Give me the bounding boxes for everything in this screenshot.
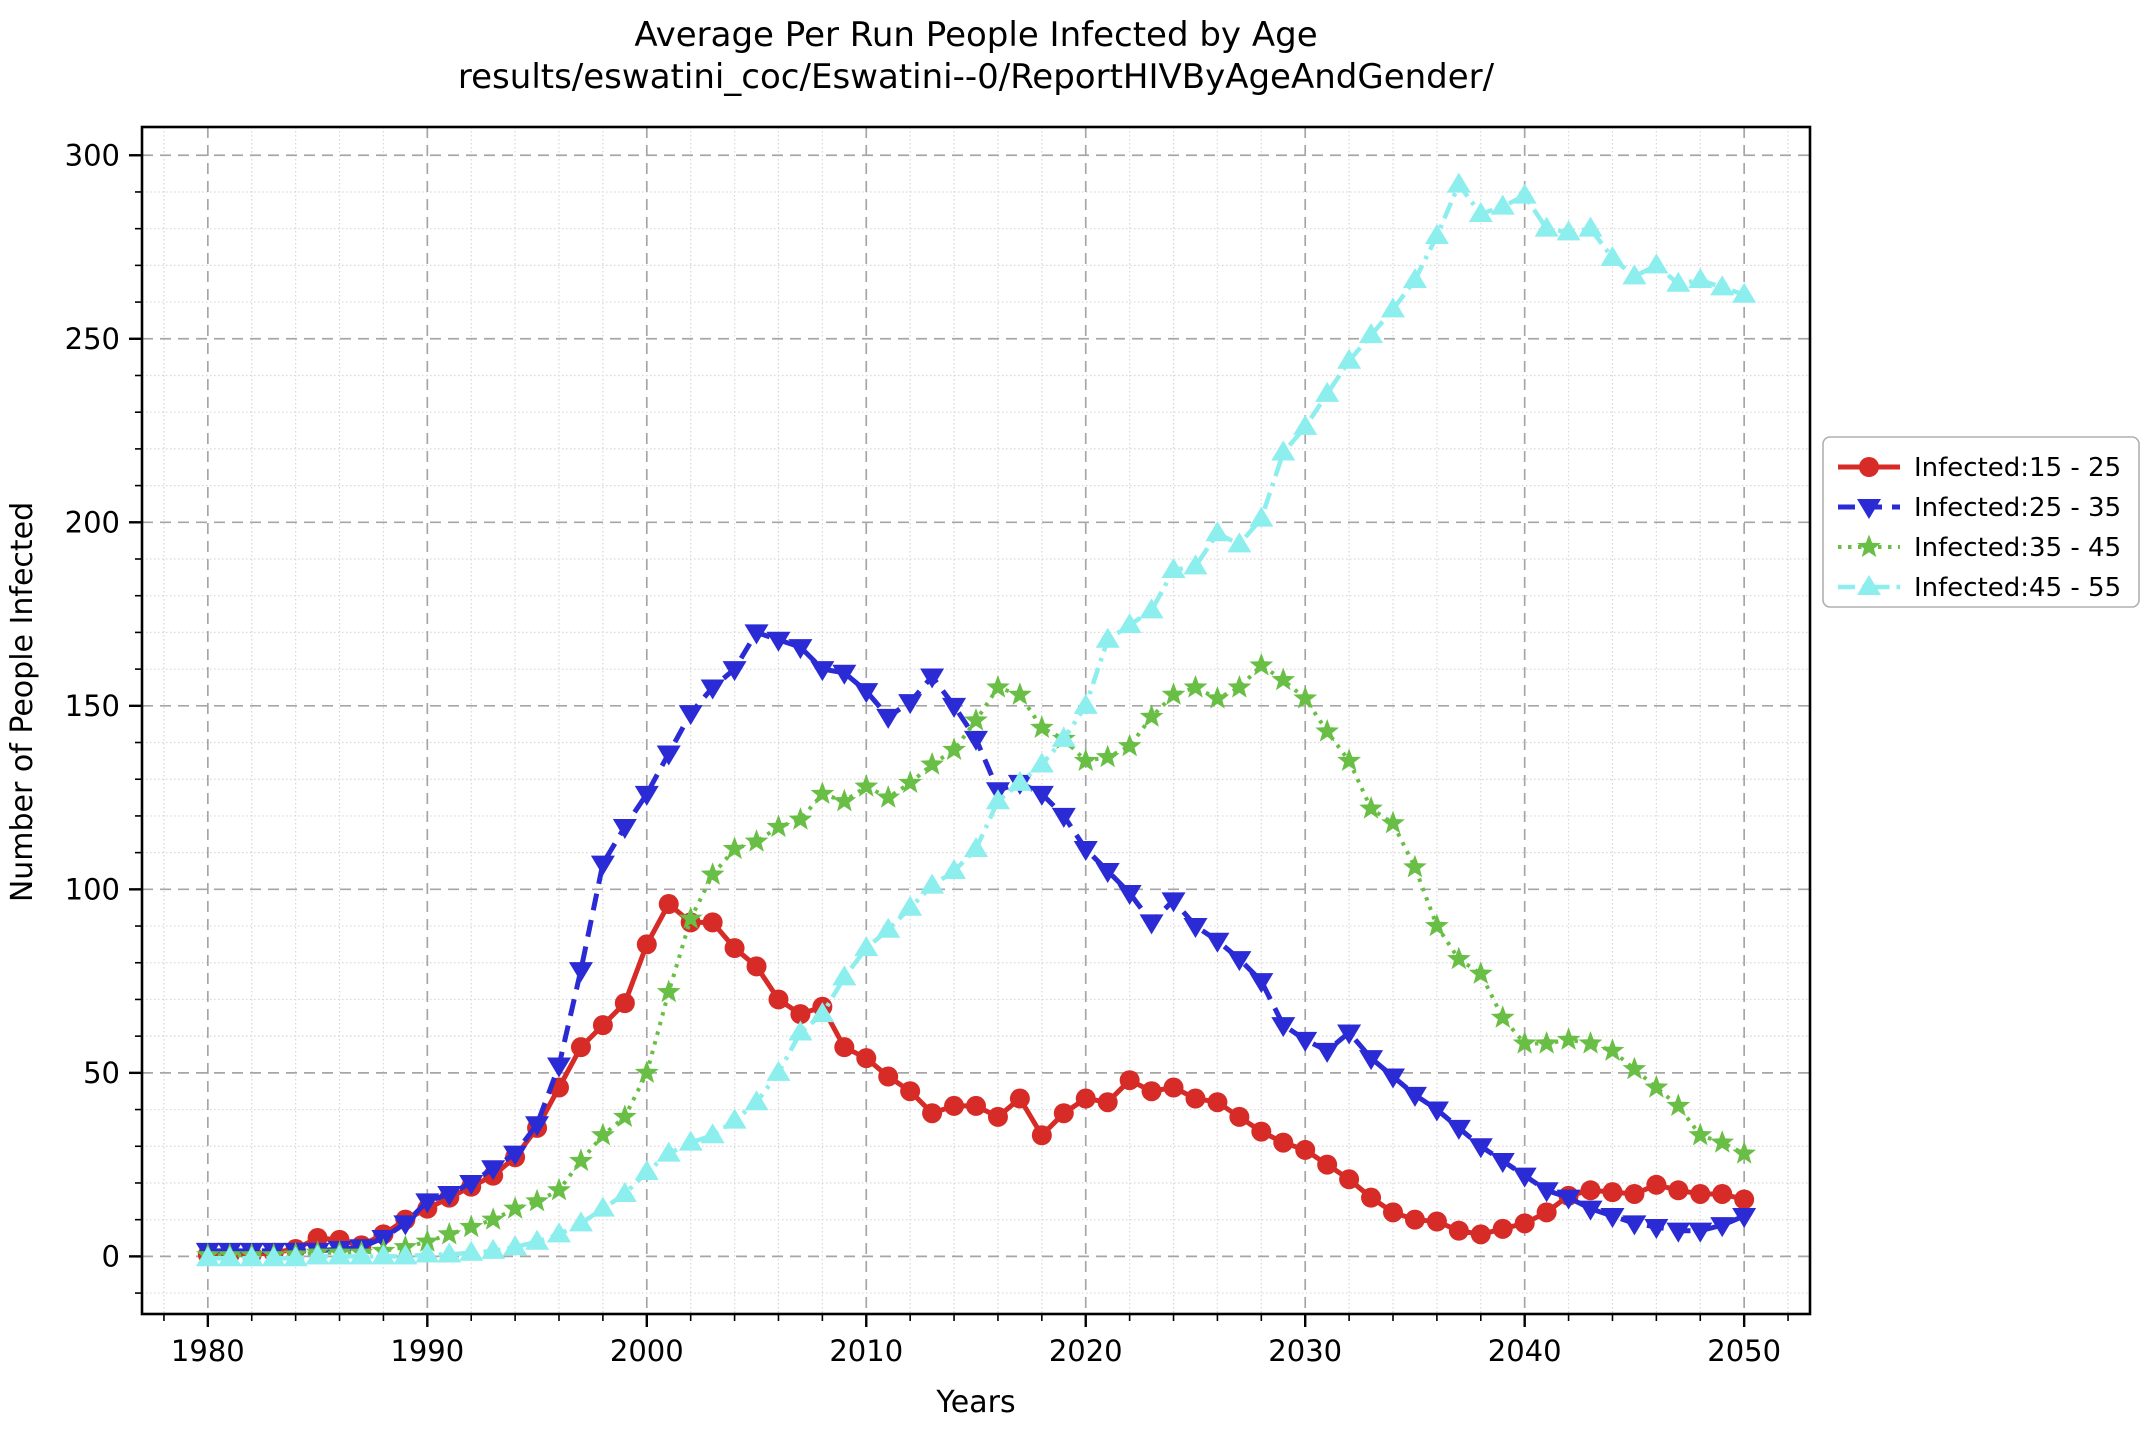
legend-entry-infected-15-25: Infected:15 - 25 <box>1838 453 2121 483</box>
legend: Infected:15 - 25 Infected:25 - 35 Infected… <box>1822 436 2140 608</box>
x-tick-label: 1990 <box>390 1334 464 1368</box>
x-tick-label: 2000 <box>610 1334 684 1368</box>
series-infected-25-35 <box>195 624 1757 1263</box>
grid-minor <box>142 127 1810 1314</box>
chart-title: Average Per Run People Infected by Age <box>634 15 1317 55</box>
y-tick-label: 0 <box>102 1239 120 1273</box>
plot-area: 1980 1990 2000 2010 2020 2030 2040 2050 0 50 100 15… <box>65 125 2140 1368</box>
legend-entry-infected-35-45: Infected:35 - 45 <box>1838 533 2121 563</box>
legend-label: Infected:45 - 55 <box>1914 573 2121 603</box>
x-tick-label: 2030 <box>1268 1334 1342 1368</box>
x-tick-label: 2040 <box>1488 1334 1562 1368</box>
y-tick-label: 200 <box>65 505 120 539</box>
series-infected-35-45 <box>196 652 1756 1266</box>
axis-ticks: 1980 1990 2000 2010 2020 2030 2040 2050 0 50 100 15… <box>65 138 1789 1368</box>
x-tick-label: 1980 <box>171 1334 245 1368</box>
legend-label: Infected:15 - 25 <box>1914 453 2121 483</box>
y-tick-label: 250 <box>65 322 120 356</box>
plot-border <box>140 125 1812 1316</box>
y-axis-label: Number of People Infected <box>5 502 40 902</box>
series-infected-15-25 <box>197 894 1755 1265</box>
legend-label: Infected:35 - 45 <box>1914 533 2121 563</box>
x-tick-label: 2010 <box>829 1334 903 1368</box>
y-tick-label: 150 <box>65 689 120 723</box>
y-tick-label: 50 <box>83 1056 120 1090</box>
chart-subtitle: results/eswatini_coc/Eswatini--0/ReportH… <box>458 57 1495 97</box>
legend-entry-infected-25-35: Infected:25 - 35 <box>1838 493 2121 523</box>
x-tick-label: 2050 <box>1707 1334 1781 1368</box>
legend-entry-infected-45-55: Infected:45 - 55 <box>1838 573 2121 603</box>
x-axis-label: Years <box>935 1385 1015 1420</box>
y-tick-label: 300 <box>65 138 120 172</box>
legend-label: Infected:25 - 35 <box>1914 493 2121 523</box>
series-infected-45-55 <box>195 172 1757 1267</box>
x-tick-label: 2020 <box>1049 1334 1123 1368</box>
y-tick-label: 100 <box>65 872 120 906</box>
